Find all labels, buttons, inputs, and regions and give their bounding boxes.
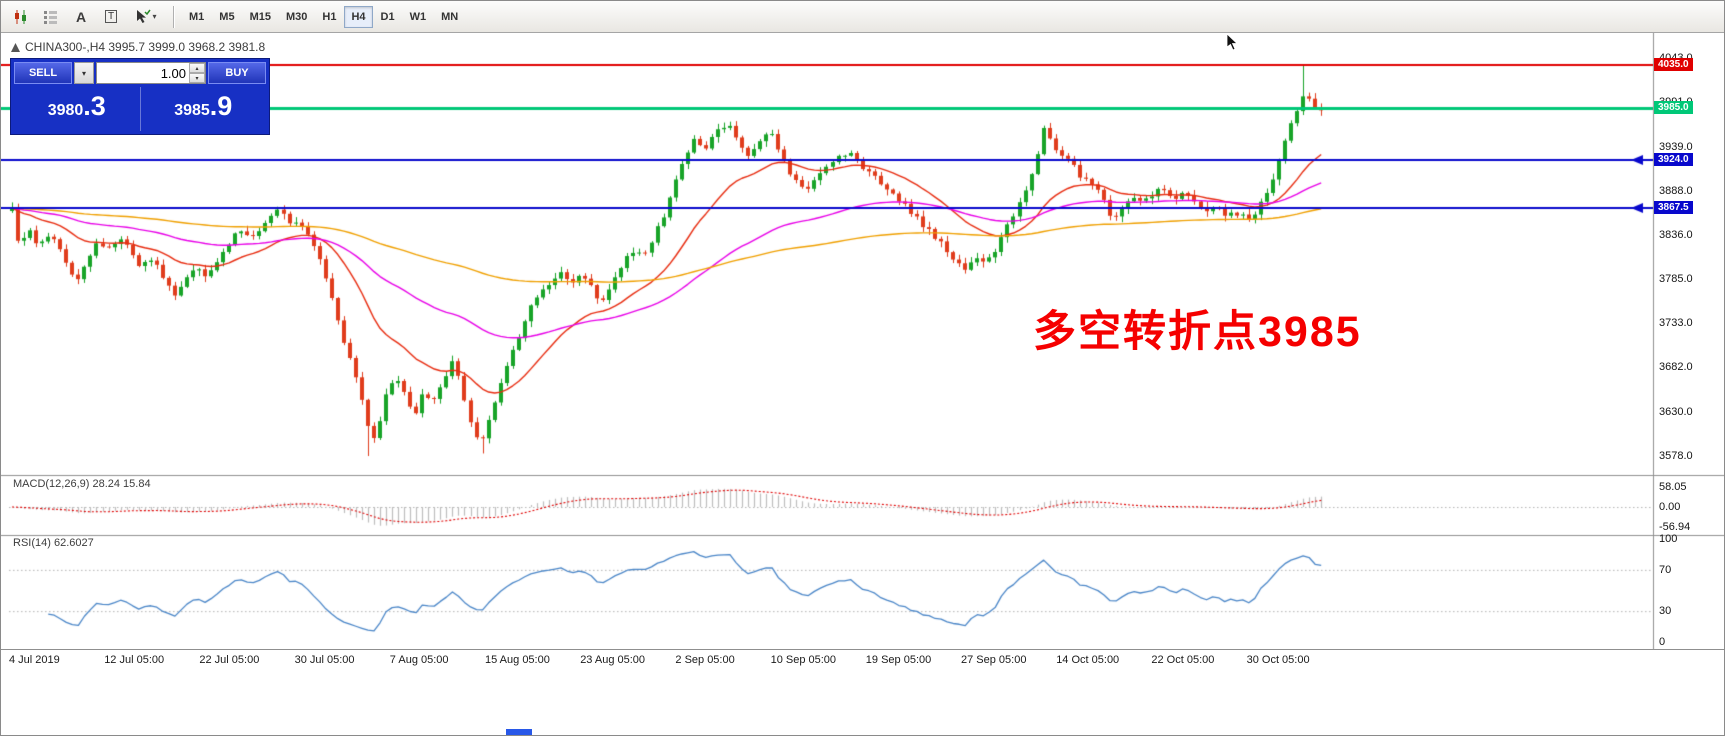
price-axis-label: 3578.0 — [1659, 450, 1693, 463]
price-tag-3867.5: 3867.5 — [1654, 201, 1693, 215]
price-axis-label: 3785.0 — [1659, 272, 1693, 285]
volume-spinner: ▴ ▾ — [189, 63, 205, 83]
sell-price-int: 3980 — [47, 102, 84, 119]
timeframe-toolbar: M1 M5 M15 M30 H1 H4 D1 W1 MN — [182, 5, 465, 28]
chart-annotation-text: 多空转折点3985 — [1033, 308, 1362, 356]
rsi-label: RSI(14) 62.6027 — [13, 537, 94, 549]
ohlc-header: CHINA300-,H4 3995.7 3999.0 3968.2 3981.8 — [11, 40, 265, 54]
buy-price-button[interactable]: 3985.9 — [139, 87, 267, 131]
volume-dropdown-button[interactable]: ▾ — [74, 62, 94, 84]
rsi-axis-label: 100 — [1659, 533, 1678, 545]
price-tag-3924.0: 3924.0 — [1654, 152, 1693, 166]
time-axis-label: 23 Aug 05:00 — [580, 654, 646, 666]
time-axis-label: 4 Jul 2019 — [9, 654, 60, 666]
time-axis-label: 30 Jul 05:00 — [294, 654, 355, 666]
candlestick-chart-icon[interactable] — [7, 5, 35, 29]
timeframe-button-d1[interactable]: D1 — [380, 10, 395, 23]
crosshair-tool-icon[interactable]: ▾ — [127, 5, 165, 29]
bottom-strip — [1, 671, 1724, 735]
volume-field-wrap: ▴ ▾ — [96, 62, 206, 84]
time-axis-label: 2 Sep 05:00 — [675, 654, 735, 666]
time-axis-label: 22 Oct 05:00 — [1151, 654, 1215, 666]
time-axis-label: 30 Oct 05:00 — [1246, 654, 1310, 666]
time-axis-label: 22 Jul 05:00 — [199, 654, 260, 666]
price-axis-label: 3939.0 — [1659, 141, 1693, 153]
volume-input[interactable] — [97, 63, 189, 83]
buy-button[interactable]: BUY — [208, 62, 266, 84]
price-tag-4035.0: 4035.0 — [1654, 57, 1693, 71]
price-tag-3985.0: 3985.0 — [1654, 100, 1693, 114]
timeframe-button-w1[interactable]: W1 — [409, 10, 427, 23]
sell-button[interactable]: SELL — [14, 62, 72, 84]
sell-price-dec: .3 — [83, 91, 106, 121]
label-tool-label: T — [104, 10, 118, 23]
timeframe-button-mn[interactable]: MN — [441, 10, 459, 23]
time-axis-label: 10 Sep 05:00 — [770, 654, 837, 666]
price-axis-label: 3682.0 — [1659, 360, 1693, 373]
macd-label: MACD(12,26,9) 28.24 15.84 — [13, 478, 151, 490]
macd-axis-label: -56.94 — [1659, 520, 1691, 533]
rsi-axis-label: 70 — [1659, 563, 1672, 576]
price-axis-label: 3888.0 — [1659, 184, 1693, 197]
timeframe-button-h1[interactable]: H1 — [322, 10, 337, 23]
one-click-trade-panel: SELL ▾ ▴ ▾ BUY 3980.3 3985.9 — [11, 59, 269, 134]
text-tool-label: A — [75, 8, 87, 25]
price-axis[interactable]: 4043.03991.03939.03888.03836.03785.03733… — [1654, 33, 1724, 649]
time-axis-label: 7 Aug 05:00 — [389, 654, 449, 666]
ohlc-header-text: CHINA300-,H4 3995.7 3999.0 3968.2 3981.8 — [25, 40, 266, 54]
text-label-tool-icon[interactable]: T — [97, 5, 125, 29]
mouse-cursor — [1226, 33, 1239, 57]
price-axis-label: 3733.0 — [1659, 317, 1693, 330]
timeframe-button-m5[interactable]: M5 — [219, 10, 235, 23]
time-axis-label: 12 Jul 05:00 — [104, 654, 165, 666]
price-axis-label: 3836.0 — [1659, 229, 1693, 242]
dropdown-arrow-icon: ▾ — [152, 12, 157, 21]
bottom-blue-accent — [506, 729, 532, 735]
timeframe-button-m30[interactable]: M30 — [285, 10, 308, 23]
text-tool-icon[interactable]: A — [67, 5, 95, 29]
macd-axis-label: 58.05 — [1659, 481, 1687, 493]
timeframe-button-m15[interactable]: M15 — [249, 10, 271, 23]
time-axis-label: 14 Oct 05:00 — [1056, 654, 1120, 666]
toolbar-separator — [173, 5, 174, 28]
bar-chart-icon[interactable] — [37, 5, 65, 29]
timeframe-button-h4[interactable]: H4 — [344, 5, 373, 28]
timeframe-button-m1[interactable]: M1 — [189, 10, 205, 23]
buy-price-int: 3985 — [174, 102, 210, 119]
buy-price-dec: .9 — [209, 91, 233, 121]
time-axis[interactable]: 4 Jul 2019 12 Jul 05:00 22 Jul 05:00 30 Jul… — [1, 649, 1724, 671]
rsi-axis-label: 0 — [1659, 636, 1666, 648]
chart-canvas[interactable] — [1, 33, 1724, 649]
time-axis-label: 15 Aug 05:00 — [485, 654, 550, 666]
sell-price-button[interactable]: 3980.3 — [14, 87, 140, 131]
price-axis-label: 3630.0 — [1659, 405, 1693, 418]
rsi-axis-label: 30 — [1659, 605, 1672, 618]
volume-spin-up-icon[interactable]: ▴ — [189, 63, 205, 73]
top-toolbar: A T ▾ M1 M5 M15 M30 H1 H4 D1 W1 MN — [1, 1, 1724, 33]
volume-spin-down-icon[interactable]: ▾ — [189, 73, 205, 83]
time-axis-label: 19 Sep 05:00 — [865, 654, 932, 666]
chart-symbol-icon — [11, 42, 20, 52]
time-axis-label: 27 Sep 05:00 — [961, 654, 1027, 666]
macd-axis-label: 0.00 — [1659, 501, 1681, 513]
